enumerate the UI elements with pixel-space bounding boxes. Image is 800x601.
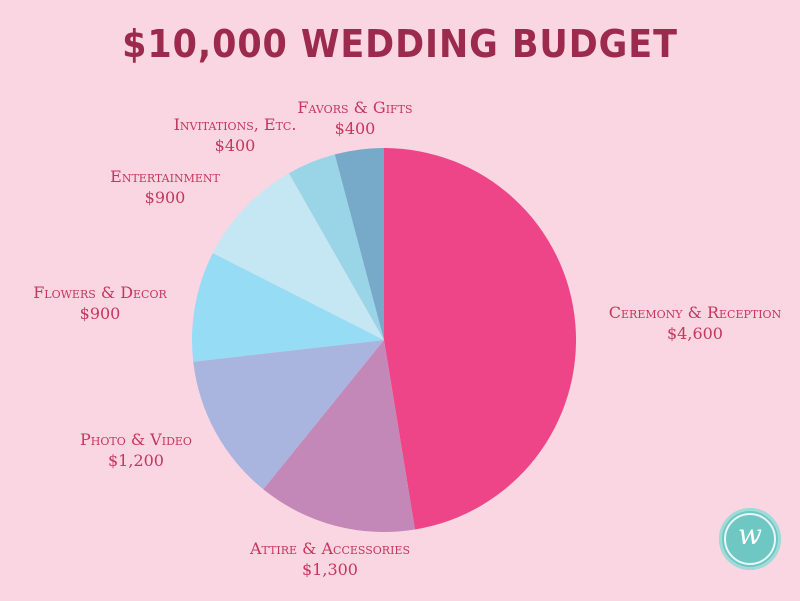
pie-slice-invitations-etc — [288, 154, 384, 340]
brand-logo: w — [719, 508, 781, 570]
slice-value: $900 — [144, 188, 186, 207]
slice-label-attire-accessories: Attire & Accessories $1,300 — [230, 538, 430, 580]
logo-ring — [724, 513, 776, 565]
slice-value: $1,200 — [108, 451, 164, 470]
slice-name: Flowers & Decor — [33, 283, 167, 302]
pie-slice-flowers-decor — [191, 253, 384, 362]
slice-label-ceremony-reception: Ceremony & Reception $4,600 — [600, 302, 790, 344]
slice-name: Favors & Gifts — [297, 98, 413, 117]
slice-value: $4,600 — [667, 324, 723, 343]
slice-name: Attire & Accessories — [249, 539, 410, 558]
slice-value: $400 — [334, 119, 376, 138]
logo-mark: w — [738, 518, 762, 551]
pie-slice-photo-video — [193, 340, 384, 490]
slice-label-favors-gifts: Favors & Gifts $400 — [280, 97, 430, 139]
slice-name: Photo & Video — [80, 430, 192, 449]
slice-label-flowers-decor: Flowers & Decor $900 — [20, 282, 180, 324]
chart-title: $10,000 WEDDING BUDGET — [122, 22, 678, 66]
pie-slice-attire-accessories — [263, 340, 415, 533]
slice-name: Ceremony & Reception — [608, 303, 782, 322]
slice-name: Invitations, Etc. — [173, 115, 297, 134]
pie-slice-favors-gifts — [334, 148, 384, 340]
slice-label-invitations: Invitations, Etc. $400 — [160, 114, 310, 156]
pie-slice-entertainment — [212, 173, 384, 340]
slice-value: $1,300 — [302, 560, 358, 579]
slice-value: $900 — [79, 304, 121, 323]
slice-label-entertainment: Entertainment $900 — [95, 166, 235, 208]
slice-label-photo-video: Photo & Video $1,200 — [66, 429, 206, 471]
slice-value: $400 — [214, 136, 256, 155]
slice-name: Entertainment — [110, 167, 220, 186]
pie-slice-ceremony-reception — [384, 148, 577, 530]
